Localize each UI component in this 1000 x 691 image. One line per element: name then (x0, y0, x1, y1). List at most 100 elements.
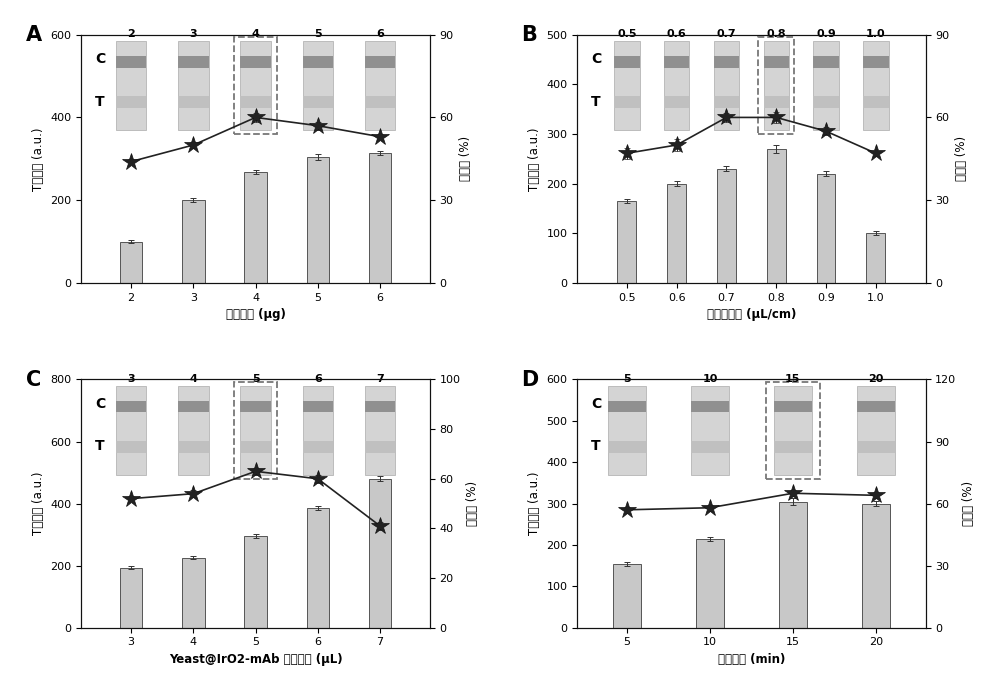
Bar (303, 96, 333, 108)
Bar (691, 386, 729, 475)
Bar (240, 96, 271, 108)
Text: 0.8: 0.8 (766, 29, 786, 39)
Text: B: B (521, 25, 537, 45)
Y-axis label: 抑制率 (%): 抑制率 (%) (459, 136, 472, 181)
Bar (857, 441, 895, 453)
Bar (862, 504, 890, 627)
Text: 6: 6 (376, 29, 384, 39)
Text: 0.6: 0.6 (667, 29, 687, 39)
Bar (365, 386, 395, 475)
Bar (116, 386, 146, 475)
Bar (767, 149, 786, 283)
Text: C: C (591, 52, 601, 66)
Text: D: D (521, 370, 539, 390)
Text: 5: 5 (314, 29, 322, 39)
Bar (813, 56, 839, 68)
Bar (303, 386, 333, 475)
Bar (714, 56, 739, 68)
Bar (664, 56, 689, 68)
Bar (240, 56, 271, 68)
Bar (182, 558, 205, 627)
Bar (244, 172, 267, 283)
Y-axis label: T线强度 (a.u.): T线强度 (a.u.) (528, 472, 541, 536)
Text: 5: 5 (252, 374, 259, 384)
Bar (617, 201, 636, 283)
Bar (120, 242, 142, 283)
Bar (234, 382, 277, 479)
Bar (116, 441, 146, 453)
X-axis label: 抗原划线量 (μL/cm): 抗原划线量 (μL/cm) (707, 308, 796, 321)
Bar (307, 509, 329, 627)
Bar (774, 401, 812, 413)
Text: T: T (95, 95, 105, 108)
Bar (691, 441, 729, 453)
Bar (234, 37, 277, 134)
Bar (817, 173, 835, 283)
Bar (365, 56, 395, 68)
Bar (863, 56, 889, 68)
Bar (766, 382, 820, 479)
Bar (696, 539, 724, 627)
Bar (667, 184, 686, 283)
Bar (120, 568, 142, 627)
Y-axis label: T线强度 (a.u.): T线强度 (a.u.) (32, 472, 45, 536)
Y-axis label: T线强度 (a.u.): T线强度 (a.u.) (528, 127, 541, 191)
X-axis label: 抗体的量 (μg): 抗体的量 (μg) (226, 308, 286, 321)
Y-axis label: 抑制率 (%): 抑制率 (%) (962, 481, 975, 526)
Text: 0.9: 0.9 (816, 29, 836, 39)
Bar (178, 401, 209, 413)
Bar (178, 441, 209, 453)
Bar (857, 401, 895, 413)
Y-axis label: 抑制率 (%): 抑制率 (%) (466, 481, 479, 526)
Text: 10: 10 (702, 374, 718, 384)
Text: 6: 6 (314, 374, 322, 384)
Bar (779, 502, 807, 627)
Bar (178, 56, 209, 68)
Text: 4: 4 (189, 374, 197, 384)
Text: C: C (26, 370, 41, 390)
Text: 1.0: 1.0 (866, 29, 886, 39)
Bar (764, 41, 789, 130)
Bar (365, 96, 395, 108)
Bar (307, 157, 329, 283)
Bar (774, 441, 812, 453)
Text: 3: 3 (127, 374, 135, 384)
Bar (240, 386, 271, 475)
Bar (369, 153, 391, 283)
Bar (691, 401, 729, 413)
Bar (303, 56, 333, 68)
Text: 7: 7 (376, 374, 384, 384)
Bar (758, 37, 794, 134)
Bar (614, 96, 640, 108)
X-axis label: Yeast@IrO2-mAb 探针体积 (μL): Yeast@IrO2-mAb 探针体积 (μL) (169, 653, 342, 666)
Bar (303, 441, 333, 453)
Text: 15: 15 (785, 374, 801, 384)
Bar (608, 386, 646, 475)
Bar (813, 96, 839, 108)
Bar (764, 56, 789, 68)
Text: T: T (591, 95, 601, 108)
Text: C: C (95, 397, 106, 410)
Bar (866, 234, 885, 283)
Bar (369, 479, 391, 627)
Bar (303, 401, 333, 413)
Bar (116, 41, 146, 130)
Text: T: T (95, 439, 105, 453)
Text: C: C (95, 52, 106, 66)
Bar (365, 401, 395, 413)
Text: 2: 2 (127, 29, 135, 39)
Bar (863, 96, 889, 108)
Bar (608, 441, 646, 453)
Bar (303, 41, 333, 130)
Bar (178, 386, 209, 475)
X-axis label: 免疫时间 (min): 免疫时间 (min) (718, 653, 785, 666)
Bar (182, 200, 205, 283)
Bar (240, 441, 271, 453)
Bar (178, 41, 209, 130)
Bar (365, 441, 395, 453)
Y-axis label: T线强度 (a.u.): T线强度 (a.u.) (32, 127, 45, 191)
Bar (116, 401, 146, 413)
Y-axis label: 抑制率 (%): 抑制率 (%) (955, 136, 968, 181)
Bar (863, 41, 889, 130)
Bar (614, 41, 640, 130)
